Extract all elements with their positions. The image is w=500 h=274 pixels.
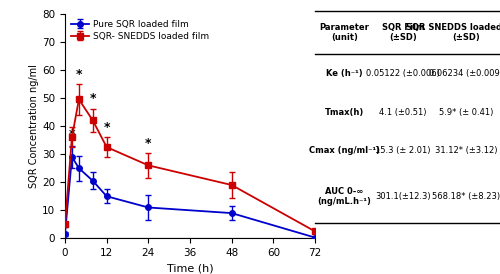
Text: Tmax(h): Tmax(h): [325, 108, 364, 117]
Text: Parameter
(unit): Parameter (unit): [320, 23, 370, 42]
Text: 301.1(±12.3): 301.1(±12.3): [375, 192, 430, 201]
Text: *: *: [68, 129, 75, 141]
Legend: Pure SQR loaded film, SQR- SNEDDS loaded film: Pure SQR loaded film, SQR- SNEDDS loaded…: [70, 18, 211, 42]
X-axis label: Time (h): Time (h): [166, 264, 214, 274]
Text: *: *: [76, 68, 82, 81]
Text: SQR Film
(±SD): SQR Film (±SD): [382, 23, 424, 42]
Text: *: *: [145, 137, 152, 150]
Text: SQR SNEDDS loaded Film
(±SD): SQR SNEDDS loaded Film (±SD): [406, 23, 500, 42]
Text: 0.06234 (±0.009): 0.06234 (±0.009): [429, 69, 500, 78]
Text: 0.05122 (±0.006): 0.05122 (±0.006): [366, 69, 440, 78]
Text: Cmax (ng/ml⁻¹): Cmax (ng/ml⁻¹): [309, 146, 380, 155]
Text: 568.18* (±8.23): 568.18* (±8.23): [432, 192, 500, 201]
Text: *: *: [104, 121, 110, 135]
Text: 15.3 (± 2.01): 15.3 (± 2.01): [375, 146, 430, 155]
Text: 5.9* (± 0.41): 5.9* (± 0.41): [438, 108, 493, 117]
Text: AUC 0-∞
(ng/mL.h⁻¹): AUC 0-∞ (ng/mL.h⁻¹): [318, 187, 372, 206]
Y-axis label: SQR Concentration ng/ml: SQR Concentration ng/ml: [30, 64, 40, 188]
Text: *: *: [90, 92, 96, 105]
Text: Ke (h⁻¹): Ke (h⁻¹): [326, 69, 363, 78]
Text: 31.12* (±3.12): 31.12* (±3.12): [434, 146, 497, 155]
Text: 4.1 (±0.51): 4.1 (±0.51): [379, 108, 426, 117]
